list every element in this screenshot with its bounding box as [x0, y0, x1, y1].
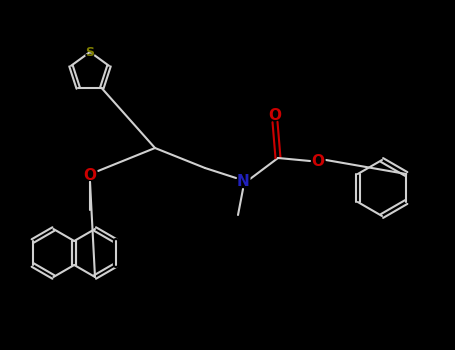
Text: O: O — [84, 168, 96, 182]
Text: N: N — [237, 175, 249, 189]
Text: O: O — [82, 166, 98, 184]
Text: N: N — [235, 173, 251, 191]
Text: O: O — [267, 105, 283, 125]
Text: O: O — [312, 154, 324, 169]
Text: O: O — [310, 153, 326, 172]
Text: S: S — [86, 46, 95, 58]
Text: S: S — [84, 43, 96, 61]
Text: O: O — [268, 107, 282, 122]
